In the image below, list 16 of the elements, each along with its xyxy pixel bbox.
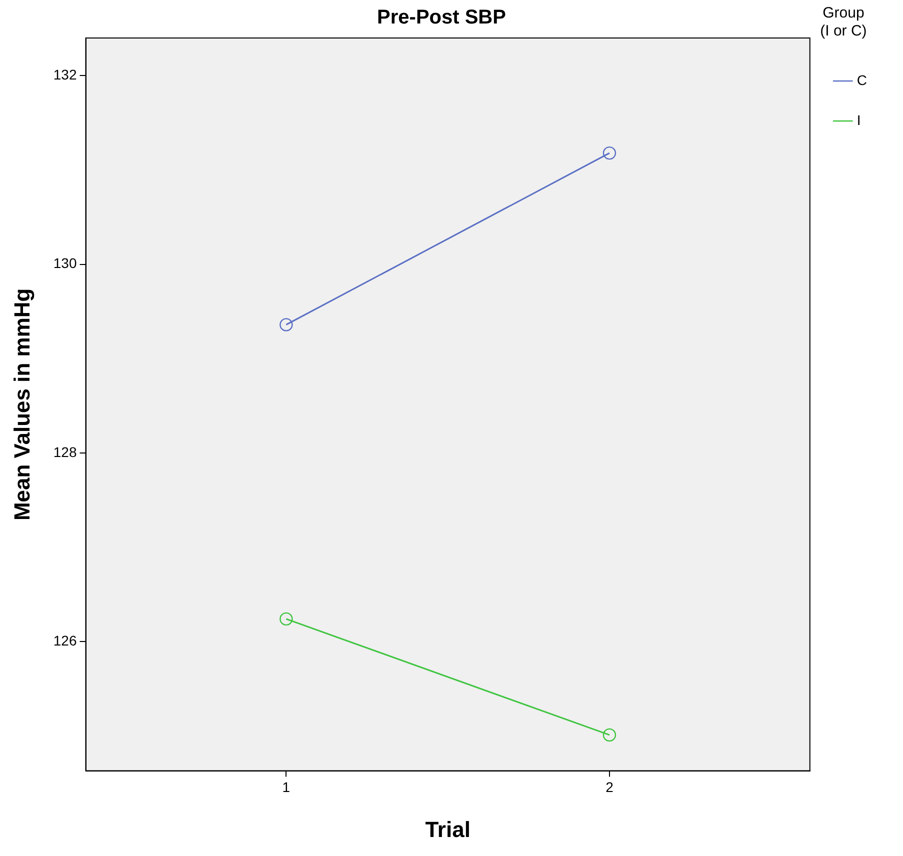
y-tick-label: 128 <box>53 444 77 460</box>
legend-label: I <box>856 112 861 128</box>
y-tick-label: 132 <box>53 66 77 83</box>
y-tick-label: 126 <box>53 632 77 648</box>
legend-title: Group (I or C) <box>820 4 867 40</box>
y-tick-label: 130 <box>53 255 77 272</box>
y-axis-title: Mean Values in mmHg <box>9 288 34 521</box>
chart-title: Pre-Post SBP <box>377 6 506 29</box>
x-axis-title: Trial <box>425 816 470 842</box>
legend-label: C <box>856 72 868 88</box>
point <box>280 612 293 626</box>
point <box>602 146 616 160</box>
point <box>602 728 616 742</box>
x-tick-label: 1 <box>282 779 290 796</box>
x-tick-label: 2 <box>606 779 614 796</box>
point <box>280 318 293 332</box>
